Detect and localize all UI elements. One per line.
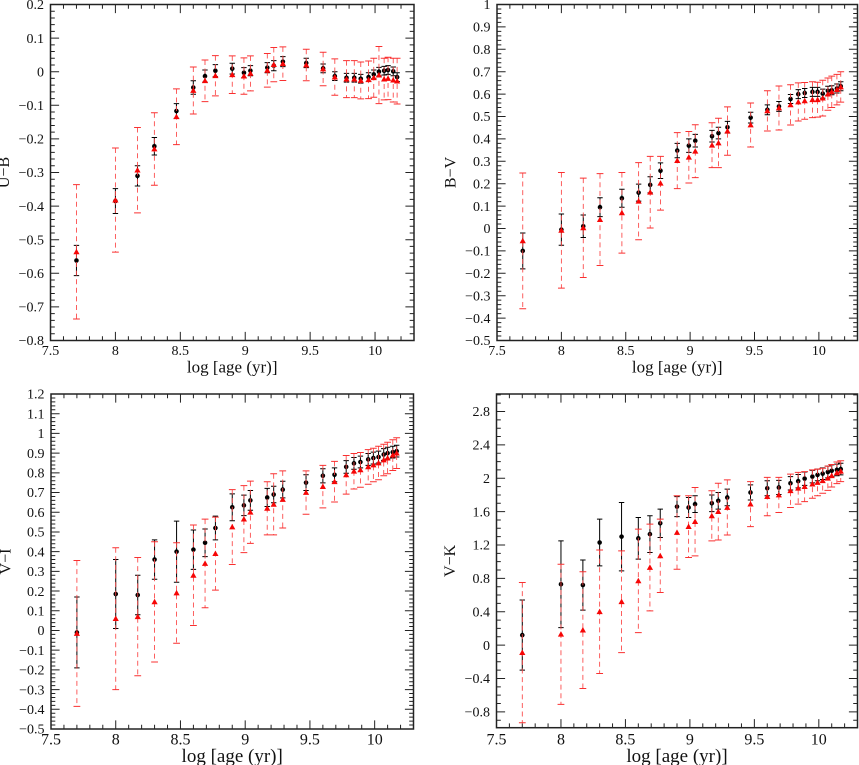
svg-text:0.5: 0.5 [473,110,491,125]
svg-text:−0.3: −0.3 [19,166,44,181]
svg-text:8.5: 8.5 [172,344,190,359]
svg-text:−0.1: −0.1 [465,245,490,260]
svg-text:log [age (yr)]: log [age (yr)] [187,357,278,376]
svg-text:−0.4: −0.4 [19,200,44,215]
svg-text:1: 1 [38,427,45,442]
svg-text:0.7: 0.7 [27,486,45,501]
svg-text:0: 0 [484,222,491,237]
svg-text:−0.3: −0.3 [19,683,44,698]
svg-text:9.5: 9.5 [744,732,764,749]
svg-text:10: 10 [812,344,826,359]
svg-text:0.6: 0.6 [473,88,491,103]
svg-text:−0.3: −0.3 [465,289,490,304]
svg-text:−0.8: −0.8 [19,334,44,349]
svg-text:−0.1: −0.1 [19,644,44,659]
svg-text:0.8: 0.8 [473,43,491,58]
svg-text:8: 8 [112,732,120,749]
svg-text:1.2: 1.2 [27,388,45,403]
svg-text:0.8: 0.8 [27,467,45,482]
svg-text:−0.2: −0.2 [465,267,490,282]
svg-text:7.5: 7.5 [488,344,506,359]
svg-text:U−B: U−B [0,157,13,188]
svg-text:−0.1: −0.1 [19,99,44,114]
svg-text:B−V: B−V [443,156,460,188]
svg-text:0.2: 0.2 [27,585,45,600]
svg-text:0.6: 0.6 [27,506,45,521]
svg-text:0.2: 0.2 [473,177,491,192]
svg-text:−0.4: −0.4 [465,312,490,327]
svg-text:1.6: 1.6 [473,505,491,520]
svg-text:1.2: 1.2 [473,539,491,554]
svg-text:−0.5: −0.5 [19,233,44,248]
svg-text:−0.6: −0.6 [19,267,44,282]
svg-text:9: 9 [687,344,694,359]
svg-text:0.7: 0.7 [473,65,491,80]
svg-text:0.3: 0.3 [27,565,45,580]
svg-text:10: 10 [811,732,827,749]
svg-text:0.8: 0.8 [473,572,491,587]
svg-text:7.5: 7.5 [487,732,507,749]
svg-text:0.1: 0.1 [27,605,45,620]
svg-text:V−K: V−K [442,544,459,577]
svg-text:7.5: 7.5 [41,732,61,749]
svg-text:log [age (yr)]: log [age (yr)] [626,746,727,765]
svg-text:0.2: 0.2 [27,0,45,13]
svg-text:V−I: V−I [0,549,15,575]
svg-text:0: 0 [38,624,45,639]
svg-text:9.5: 9.5 [300,732,320,749]
svg-text:0.4: 0.4 [27,545,45,560]
svg-text:−0.7: −0.7 [19,301,44,316]
svg-text:2.4: 2.4 [473,439,491,454]
svg-text:−0.4: −0.4 [19,703,44,718]
svg-text:8: 8 [112,344,119,359]
svg-text:−0.2: −0.2 [19,133,44,148]
svg-text:8: 8 [558,344,565,359]
svg-text:log [age (yr)]: log [age (yr)] [182,746,283,765]
svg-text:0.9: 0.9 [27,447,45,462]
svg-text:1.1: 1.1 [27,407,45,422]
svg-text:−0.8: −0.8 [465,706,490,721]
svg-text:0: 0 [37,65,44,80]
svg-text:0.4: 0.4 [473,605,491,620]
svg-text:−0.5: −0.5 [465,334,490,349]
svg-text:2: 2 [483,472,490,487]
svg-text:8.5: 8.5 [615,732,635,749]
svg-text:0.9: 0.9 [473,21,491,36]
svg-text:10: 10 [367,732,383,749]
svg-text:0.1: 0.1 [473,200,491,215]
svg-text:9: 9 [242,344,249,359]
svg-text:9: 9 [241,732,249,749]
svg-text:8.5: 8.5 [617,344,635,359]
svg-text:0: 0 [483,639,490,654]
svg-text:−0.4: −0.4 [465,672,490,687]
svg-text:0.4: 0.4 [473,133,491,148]
svg-text:8: 8 [557,732,565,749]
svg-text:8.5: 8.5 [171,732,191,749]
svg-text:7.5: 7.5 [42,344,60,359]
svg-text:2.8: 2.8 [473,405,491,420]
svg-text:9: 9 [686,732,694,749]
svg-text:9.5: 9.5 [746,344,764,359]
svg-text:0.3: 0.3 [473,155,491,170]
svg-text:−0.5: −0.5 [19,723,44,738]
svg-text:10: 10 [368,344,382,359]
svg-text:9.5: 9.5 [301,344,319,359]
svg-text:1: 1 [484,0,491,13]
svg-text:−0.2: −0.2 [19,664,44,679]
svg-text:0.1: 0.1 [27,32,45,47]
svg-text:0.5: 0.5 [27,526,45,541]
svg-text:log [age (yr)]: log [age (yr)] [632,357,723,376]
